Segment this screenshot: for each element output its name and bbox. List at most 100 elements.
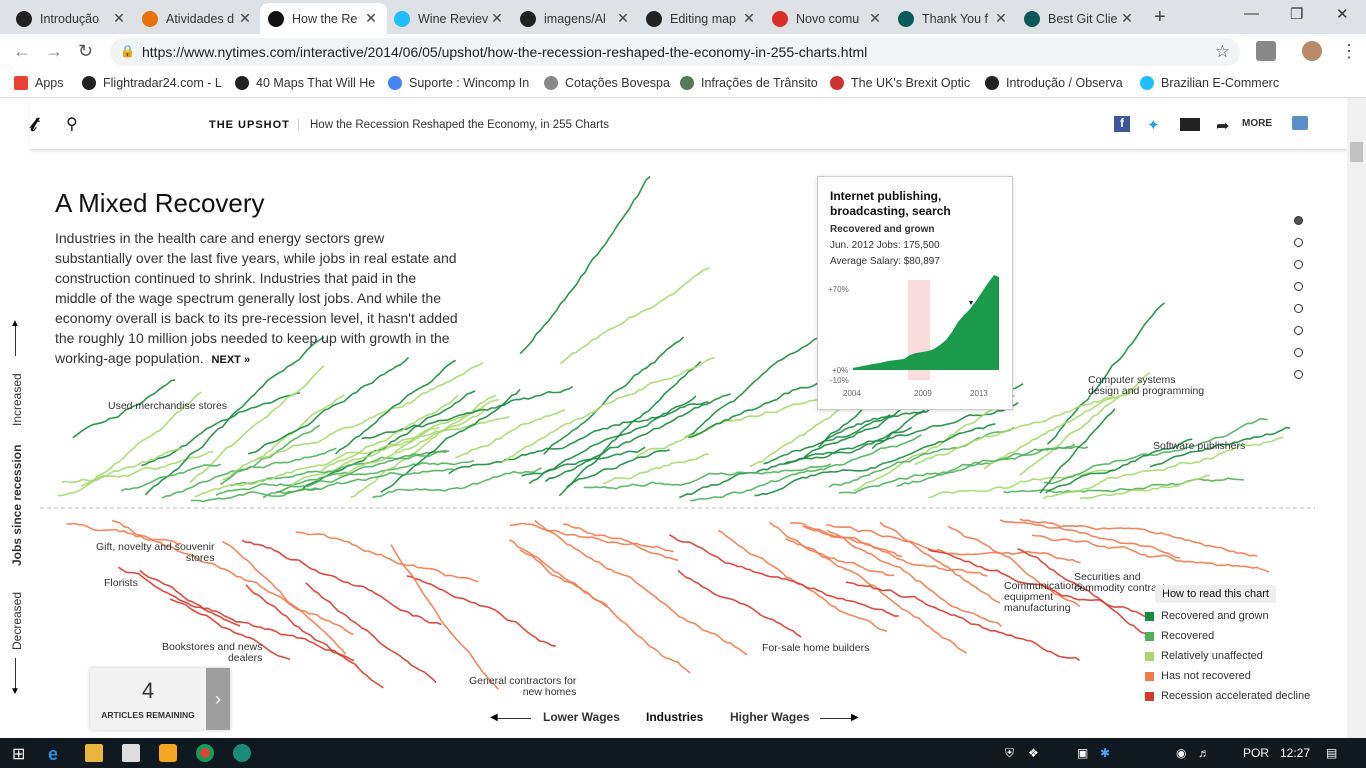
industry-line[interactable] [1043,417,1268,485]
nyt-logo-icon[interactable]: 𝓉 [30,112,37,136]
industry-line[interactable] [927,548,1149,618]
bookmark-item[interactable]: Cotações Bovespa [544,76,670,90]
industry-line[interactable] [528,395,697,485]
industry-line[interactable] [262,449,450,499]
bookmark-item[interactable]: Introdução / Observa [985,76,1123,90]
file-explorer-icon[interactable] [85,744,103,762]
industry-line[interactable] [219,424,321,486]
back-icon[interactable]: ← [13,41,31,61]
industry-line[interactable] [276,468,456,495]
industry-line[interactable] [1003,477,1244,494]
industry-line[interactable] [519,175,651,355]
industry-line[interactable] [914,394,1115,466]
industry-line[interactable] [1017,548,1146,635]
address-bar[interactable]: 🔒 https://www.nytimes.com/interactive/20… [110,38,1240,66]
industry-line[interactable] [139,569,241,627]
higher-wages-button[interactable]: Higher Wages [730,710,810,724]
label-for-sale-builders[interactable]: For-sale home builders [762,642,870,654]
bookmark-item[interactable]: Apps [14,76,64,90]
shield-icon[interactable]: ⛨ [1005,746,1015,760]
industry-line[interactable] [169,598,291,661]
industry-line[interactable] [519,549,691,674]
notifications-icon[interactable]: ▤ [1326,746,1338,760]
industry-line[interactable] [278,398,499,493]
industry-line[interactable] [222,394,345,481]
industry-line[interactable] [879,521,1001,604]
media-player-icon[interactable] [159,744,177,762]
industry-line[interactable] [117,566,355,662]
industry-line[interactable] [668,534,899,617]
industry-line[interactable] [80,391,202,487]
chevron-right-icon[interactable]: › [206,668,230,730]
industry-line[interactable] [335,359,457,455]
label-florists[interactable]: Florists [104,577,138,589]
industry-line[interactable] [583,463,832,490]
label-software-publishers[interactable]: Software publishers [1153,440,1246,452]
step-dot[interactable] [1294,348,1303,357]
maximize-icon[interactable]: ❐ [1290,6,1304,23]
search-icon[interactable]: ⚲ [66,116,78,133]
industry-line[interactable] [521,446,646,477]
forward-icon[interactable]: → [45,41,63,61]
step-dot[interactable] [1294,326,1303,335]
step-dot[interactable] [1294,216,1303,225]
close-tab-icon[interactable]: ✕ [491,10,503,26]
industry-line[interactable] [338,409,486,477]
industry-line[interactable] [802,525,988,577]
industry-line[interactable] [947,525,1081,608]
industry-line[interactable] [1079,474,1211,500]
bookmark-item[interactable]: Flightradar24.com - L [82,76,222,90]
extension-icon[interactable] [1256,41,1276,61]
close-tab-icon[interactable]: ✕ [743,10,755,26]
keyboard-language[interactable]: POR [1243,746,1270,760]
store-icon[interactable] [122,744,140,762]
industry-line[interactable] [501,356,716,463]
industry-line[interactable] [558,361,702,497]
industry-line[interactable] [120,463,222,492]
industry-line[interactable] [677,569,802,638]
industry-line[interactable] [1019,371,1151,476]
industry-line[interactable] [690,434,922,502]
industry-line[interactable] [543,336,685,455]
browser-tab[interactable]: Novo comu ✕ [764,3,891,34]
close-tab-icon[interactable]: ✕ [1121,10,1133,26]
how-to-read-button[interactable]: How to read this chart [1155,585,1276,603]
industry-line[interactable] [1043,436,1284,500]
industry-line[interactable] [222,540,347,655]
label-gift-stores[interactable]: Gift, novelty and souvenir stores [96,542,214,564]
bookmark-star-icon[interactable]: ☆ [1214,42,1230,61]
industry-line[interactable] [256,362,484,461]
industry-line[interactable] [372,467,542,499]
facebook-icon[interactable]: f [1114,116,1130,132]
browser-tab[interactable]: Introdução ✕ [8,3,135,34]
industry-line[interactable] [245,584,384,689]
industry-line[interactable] [1039,408,1116,494]
url-text[interactable]: https://www.nytimes.com/interactive/2014… [142,44,868,60]
industry-line[interactable] [215,459,475,496]
browser-tab[interactable]: How the Re ✕ [260,3,387,34]
industry-line[interactable] [534,519,748,656]
industry-line[interactable] [194,426,440,498]
gitkraken-icon[interactable] [233,744,251,762]
industry-line[interactable] [785,537,895,577]
industry-line[interactable] [838,443,1076,494]
label-computer-systems[interactable]: Computer systems design and programming [1088,375,1204,397]
close-tab-icon[interactable]: ✕ [995,10,1007,26]
windows-start-icon[interactable]: ⊞ [12,746,26,763]
industry-line[interactable] [406,575,556,647]
label-used-merchandise[interactable]: Used merchandise stores [108,400,228,412]
close-tab-icon[interactable]: ✕ [617,10,629,26]
dropbox-icon[interactable]: ❖ [1028,746,1039,760]
industry-line[interactable] [754,423,996,497]
industry-line[interactable] [302,390,476,490]
volume-icon[interactable]: ♬ [1198,746,1210,760]
industry-line[interactable] [1046,302,1166,445]
industry-line[interactable] [566,449,670,488]
industry-line[interactable] [305,582,437,683]
industry-line[interactable] [509,539,608,607]
display-icon[interactable]: ▣ [1077,746,1089,760]
twitter-icon[interactable]: ✦ [1147,117,1160,134]
browser-tab[interactable]: Wine Reviev ✕ [386,3,513,34]
wifi-icon[interactable]: ◉ [1176,746,1187,760]
step-dot[interactable] [1294,304,1303,313]
